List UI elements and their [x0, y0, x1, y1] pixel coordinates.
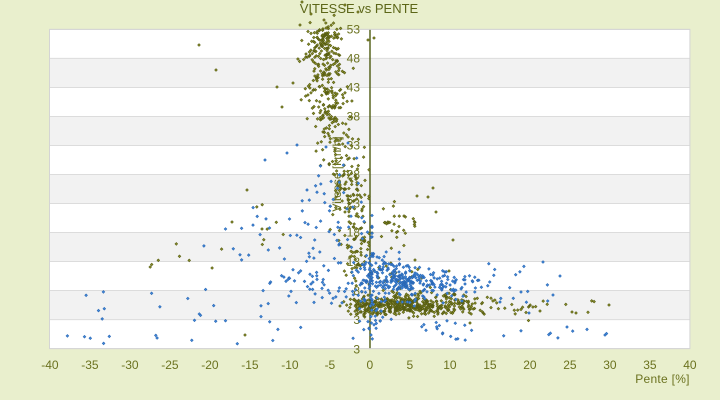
svg-text:-20: -20 [201, 358, 219, 372]
svg-text:-15: -15 [241, 358, 259, 372]
svg-text:VITESSE vs PENTE: VITESSE vs PENTE [300, 1, 419, 16]
svg-text:43: 43 [347, 81, 361, 95]
svg-text:48: 48 [347, 52, 361, 66]
svg-text:5: 5 [407, 358, 414, 372]
svg-text:-30: -30 [121, 358, 139, 372]
svg-text:35: 35 [643, 358, 657, 372]
svg-text:-5: -5 [325, 358, 336, 372]
svg-text:-40: -40 [41, 358, 59, 372]
svg-text:-35: -35 [81, 358, 99, 372]
svg-text:3: 3 [353, 343, 360, 357]
svg-text:0: 0 [367, 358, 374, 372]
svg-text:40: 40 [683, 358, 697, 372]
svg-text:38: 38 [347, 110, 361, 124]
svg-text:3: 3 [353, 313, 360, 327]
svg-text:-25: -25 [161, 358, 179, 372]
svg-text:30: 30 [603, 358, 617, 372]
svg-text:-10: -10 [281, 358, 299, 372]
svg-text:Pente [%]: Pente [%] [635, 372, 690, 386]
svg-text:53: 53 [347, 23, 361, 37]
svg-text:25: 25 [563, 358, 577, 372]
svg-text:8: 8 [353, 284, 360, 298]
svg-text:10: 10 [443, 358, 457, 372]
svg-text:Vitesse [km/h]: Vitesse [km/h] [330, 136, 344, 211]
svg-text:33: 33 [347, 139, 361, 153]
svg-text:15: 15 [483, 358, 497, 372]
svg-text:20: 20 [523, 358, 537, 372]
